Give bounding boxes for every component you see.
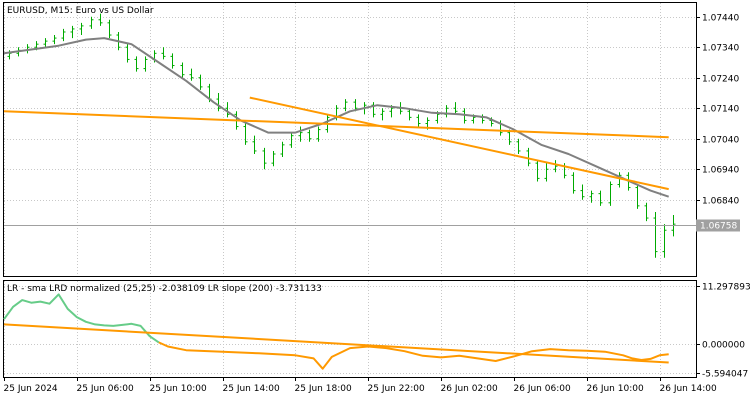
- price-bar: [244, 123, 248, 144]
- indicator-frame: [4, 281, 697, 378]
- price-bar: [517, 139, 521, 154]
- main-panel: 1.07440 1.07340 1.07240 1.07140 1.07040 1.069…: [4, 3, 741, 277]
- price-bar: [636, 184, 640, 208]
- x-axis: 25 Jun 2024 25 Jun 06:00 25 Jun 10:00 25 Ju…: [4, 377, 717, 394]
- main-y-tick-label: 1.07440: [702, 14, 739, 24]
- price-bar: [144, 56, 148, 71]
- price-bar: [536, 160, 540, 181]
- main-grid: [4, 3, 696, 276]
- price-bar: [654, 212, 658, 258]
- price-bar: [417, 114, 421, 126]
- price-bar: [80, 23, 84, 35]
- price-bar: [290, 133, 294, 148]
- price-bar: [572, 172, 576, 193]
- price-bar: [62, 29, 66, 41]
- price-bar: [618, 172, 622, 187]
- indicator-y-axis: 11.297893 0.000000 -5.594047: [696, 283, 750, 380]
- price-bar: [253, 136, 257, 154]
- price-bar: [481, 114, 485, 123]
- x-tick-label: 25 Jun 22:00: [368, 384, 425, 394]
- price-bar: [445, 105, 449, 117]
- x-tick-label: 25 Jun 06:00: [77, 384, 134, 394]
- regression-line-short: [250, 98, 669, 190]
- price-bar: [90, 17, 94, 29]
- price-bar: [108, 20, 112, 38]
- indicator-y-tick-label: -5.594047: [702, 370, 748, 380]
- x-tick-label: 26 Jun 14:00: [660, 384, 717, 394]
- main-y-tick-label: 1.07340: [702, 44, 739, 54]
- x-tick-label: 25 Jun 2024: [4, 384, 58, 394]
- main-lines: [4, 38, 669, 197]
- price-bar: [171, 53, 175, 68]
- price-bar: [281, 142, 285, 157]
- indicator-grid: [4, 281, 696, 377]
- price-bar: [263, 148, 267, 169]
- price-bar: [454, 102, 458, 114]
- indicator-y-tick-label: 0.000000: [702, 341, 745, 351]
- price-bar: [181, 62, 185, 77]
- price-bar: [545, 163, 549, 181]
- price-bar: [581, 184, 585, 199]
- x-tick-label: 25 Jun 14:00: [223, 384, 280, 394]
- price-bar: [53, 35, 57, 44]
- price-bar: [372, 102, 376, 117]
- x-tick-label: 26 Jun 02:00: [441, 384, 498, 394]
- price-bar: [344, 99, 348, 111]
- main-y-tick-label: 1.07240: [702, 75, 739, 85]
- price-bar: [272, 151, 276, 166]
- indicator-line-green: [4, 294, 159, 342]
- main-y-tick-label: 1.06840: [702, 197, 739, 207]
- indicator-line-orange: [159, 342, 669, 368]
- price-bar: [26, 44, 30, 53]
- price-bar: [599, 191, 603, 206]
- indicator-panel: 11.297893 0.000000 -5.594047 LR - sma LRD …: [4, 281, 750, 380]
- price-bar: [609, 181, 613, 205]
- price-bar: [135, 56, 139, 71]
- price-bar: [381, 108, 385, 120]
- main-y-axis: 1.07440 1.07340 1.07240 1.07140 1.07040 1.069…: [4, 14, 740, 232]
- x-tick-label: 26 Jun 10:00: [587, 384, 644, 394]
- indicator-lines: [4, 294, 669, 368]
- x-tick-label: 25 Jun 10:00: [150, 384, 207, 394]
- x-tick-label: 25 Jun 18:00: [295, 384, 352, 394]
- indicator-y-tick-label: 11.297893: [702, 283, 750, 293]
- price-bars: [8, 14, 676, 258]
- price-bar: [527, 148, 531, 166]
- x-tick-label: 26 Jun 06:00: [514, 384, 571, 394]
- price-bar: [71, 26, 75, 38]
- indicator-title: LR - sma LRD normalized (25,25) -2.03810…: [7, 284, 322, 294]
- price-bar: [663, 224, 667, 258]
- main-y-tick-label: 1.06940: [702, 166, 739, 176]
- price-bar: [162, 47, 166, 59]
- main-y-tick-label: 1.07040: [702, 136, 739, 146]
- price-bar: [645, 203, 649, 221]
- indicator-slope-line: [4, 324, 669, 362]
- main-y-tick-label: 1.07140: [702, 105, 739, 115]
- main-chart-title: EURUSD, M15: Euro vs US Dollar: [7, 6, 154, 16]
- price-bar: [199, 75, 203, 90]
- price-bar: [44, 38, 48, 47]
- price-bar: [126, 44, 130, 62]
- current-price-label: 1.06758: [700, 222, 737, 232]
- price-bar: [554, 160, 558, 172]
